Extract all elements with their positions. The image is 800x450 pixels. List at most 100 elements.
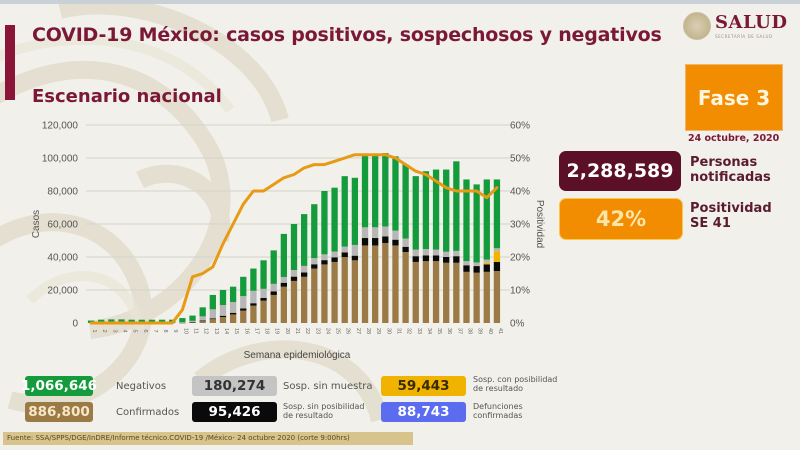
x-tick-label: 36	[446, 328, 452, 334]
bar-segment	[351, 260, 359, 323]
x-tick-label: 24	[324, 328, 330, 334]
bar-segment	[321, 191, 328, 255]
bar-segment	[179, 322, 186, 323]
bar-segment	[189, 320, 196, 323]
bar-segment	[361, 238, 369, 246]
x-tick-label: 32	[406, 328, 412, 334]
bar-segment	[270, 250, 277, 284]
bar-segment	[229, 312, 237, 315]
x-tick-label: 18	[264, 328, 270, 334]
bar-segment	[270, 291, 277, 295]
top-strip	[0, 0, 800, 4]
y-axis-ticks: 0 20,000 40,000 60,000 80,000 100,000 120,000	[42, 121, 79, 330]
y2-tick-label: 40%	[510, 187, 530, 198]
legend-con-posibilidad-value: 59,443	[381, 376, 466, 396]
x-tick-label: 15	[233, 328, 239, 334]
bar-segment	[229, 286, 237, 303]
legend-negativos-label: Negativos	[116, 381, 167, 392]
report-date: 24 octubre, 2020	[688, 133, 780, 144]
bar-segment	[412, 249, 419, 257]
bar-segment	[331, 187, 338, 252]
x-tick-label: 30	[385, 328, 391, 334]
y-tick-label: 100,000	[42, 154, 79, 165]
bar-segment	[290, 224, 298, 271]
x-tick-label: 5	[132, 329, 138, 332]
x-tick-label: 23	[314, 328, 320, 334]
bar-segment	[432, 255, 440, 262]
bar-segment	[260, 297, 267, 301]
y2-axis-label: Positividad	[534, 200, 545, 248]
bar-segment	[453, 256, 460, 263]
bar-segment	[443, 169, 450, 252]
source-footer: Fuente: SSA/SPPS/DGE/InDRE/Informe técni…	[3, 432, 413, 445]
bar-segment	[260, 288, 267, 298]
bar-segment	[250, 303, 257, 306]
bar-segment	[463, 265, 470, 272]
bar-segment	[402, 238, 409, 247]
bar-segment	[108, 319, 115, 323]
bar-segment	[382, 153, 389, 227]
bar-segment	[361, 154, 369, 228]
con-posibilidad-line2: de resultado	[473, 384, 524, 393]
x-tick-label: 16	[243, 328, 249, 334]
bar-segment	[402, 164, 409, 239]
bar-segment	[270, 294, 277, 323]
bar-segment	[473, 266, 480, 273]
bar-segment	[412, 176, 419, 250]
bar-segment	[219, 305, 227, 316]
bar-segment	[432, 261, 440, 323]
bar-segment	[250, 268, 257, 291]
x-tick-label: 27	[355, 328, 361, 334]
x-tick-label: 3	[111, 329, 117, 332]
bar-segment	[331, 251, 338, 258]
bar-segment	[392, 239, 399, 246]
persons-notified-value: 2,288,589	[559, 151, 681, 191]
y-tick-label: 20,000	[47, 286, 78, 297]
y2-tick-label: 20%	[510, 253, 530, 264]
x-tick-label: 7	[152, 329, 158, 332]
bar-segment	[341, 252, 348, 257]
bar-segment	[301, 276, 308, 323]
legend-negativos-value: 1,066,646	[21, 376, 98, 396]
y2-axis-ticks: 0% 10% 20% 30% 40% 50% 60%	[510, 121, 530, 330]
bar-segment	[493, 251, 501, 262]
bar-segment	[463, 179, 470, 262]
x-tick-label: 8	[162, 329, 168, 332]
bar-segment	[158, 319, 166, 323]
x-tick-label: 38	[466, 328, 472, 334]
bar-segment	[361, 227, 369, 239]
bar-segment	[372, 238, 379, 246]
x-tick-label: 10	[182, 328, 188, 334]
accent-bar	[5, 25, 15, 100]
bar-segment	[179, 318, 186, 323]
sin-posibilidad-line2: de resultado	[283, 411, 334, 420]
legend-sin-muestra-value: 180,274	[192, 376, 277, 396]
bar-segment	[453, 161, 460, 251]
legend-con-posibilidad-label: Sosp. con posibilidad de resultado	[473, 375, 557, 393]
bar-segment	[483, 262, 490, 265]
legend-confirmados-value: 886,800	[25, 402, 93, 422]
x-tick-label: 19	[274, 328, 280, 334]
defunciones-line1: Defunciones	[473, 402, 523, 411]
page-subtitle: Escenario nacional	[32, 86, 222, 107]
bar-segment	[280, 233, 287, 277]
bar-segment	[301, 272, 308, 277]
bar-segment	[351, 177, 359, 245]
bar-segment	[493, 261, 501, 272]
x-tick-label: 22	[304, 328, 310, 334]
x-tick-label: 33	[416, 328, 422, 334]
bar-segment	[473, 272, 480, 323]
bar-segment	[290, 276, 298, 281]
y2-tick-label: 10%	[510, 286, 530, 297]
bar-segment	[331, 257, 338, 262]
bar-segment	[402, 252, 409, 323]
logo-subtext: SECRETARÍA DE SALUD	[715, 33, 773, 39]
bar-segment	[341, 176, 348, 247]
x-tick-label: 39	[477, 328, 483, 334]
bar-segment	[402, 246, 409, 253]
x-tick-label: 31	[395, 328, 401, 334]
bar-segment	[351, 255, 359, 261]
bar-segment	[361, 245, 369, 323]
y2-tick-label: 0%	[510, 319, 525, 330]
